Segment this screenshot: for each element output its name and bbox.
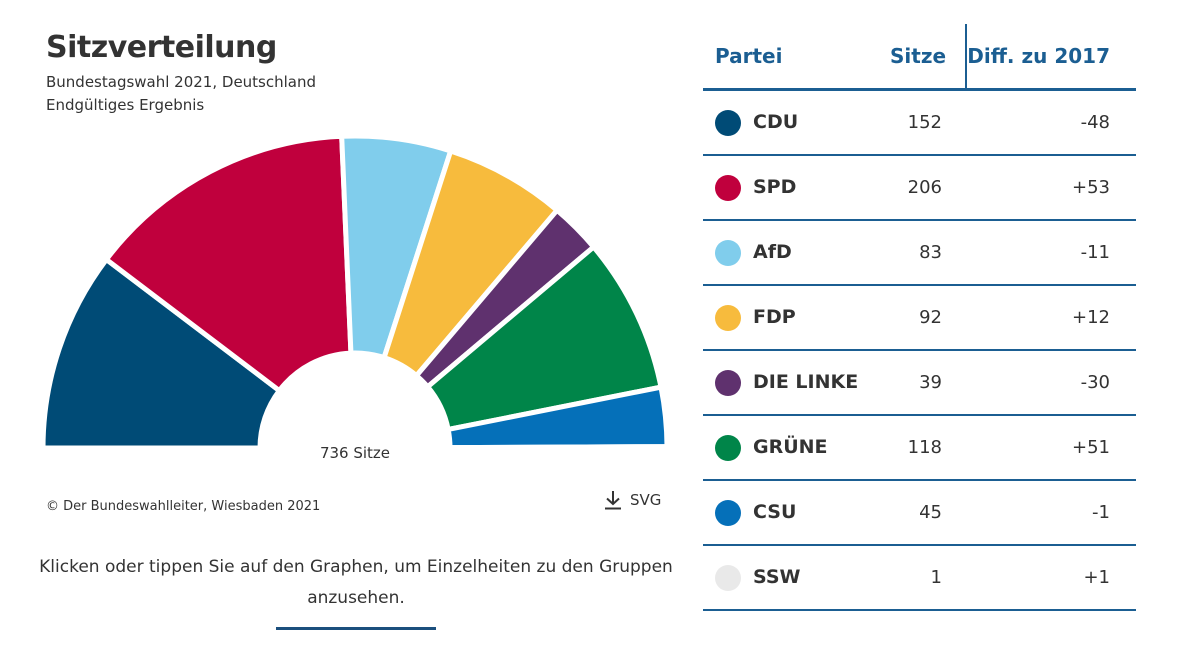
party-color-dot	[715, 500, 741, 526]
copyright-note: © Der Bundeswahlleiter, Wiesbaden 2021	[46, 499, 321, 514]
table-row[interactable]: CDU 152 -48	[703, 91, 1136, 156]
header-party[interactable]: Partei	[715, 44, 783, 68]
party-color-dot	[715, 240, 741, 266]
party-diff: +12	[1072, 307, 1110, 328]
seat-segment-ssw[interactable]	[447, 444, 670, 451]
table-row[interactable]: CSU 45 -1	[703, 481, 1136, 546]
party-color-dot	[715, 370, 741, 396]
header-diff[interactable]: Diff. zu 2017	[967, 44, 1110, 68]
party-seats: 39	[919, 372, 942, 393]
header-divider	[965, 24, 967, 88]
party-color-dot	[715, 305, 741, 331]
seat-segment-cdu[interactable]	[40, 255, 283, 451]
svg-download-label: SVG	[630, 491, 662, 509]
party-color-dot	[715, 110, 741, 136]
party-name: DIE LINKE	[753, 371, 859, 393]
party-seats: 45	[919, 502, 942, 523]
party-diff: -30	[1080, 372, 1110, 393]
party-diff: -1	[1092, 502, 1110, 523]
header-seats[interactable]: Sitze	[890, 44, 947, 68]
table-row[interactable]: SPD 206 +53	[703, 156, 1136, 221]
party-name: GRÜNE	[753, 436, 828, 458]
party-seats: 206	[907, 177, 942, 198]
table-row[interactable]: GRÜNE 118 +51	[703, 416, 1136, 481]
total-seats-label: 736 Sitze	[319, 444, 391, 462]
party-diff: +1	[1083, 567, 1110, 588]
party-seats: 83	[919, 242, 942, 263]
seat-table: Partei Sitze Diff. zu 2017 CDU 152 -48 SPD 2…	[703, 24, 1136, 611]
party-name: CDU	[753, 111, 799, 133]
seat-segment-spd[interactable]	[102, 133, 354, 395]
party-seats: 1	[930, 567, 942, 588]
party-color-dot	[715, 435, 741, 461]
party-seats: 118	[907, 437, 942, 458]
party-color-dot	[715, 565, 741, 591]
download-icon	[604, 490, 622, 510]
party-diff: -11	[1080, 242, 1110, 263]
party-name: CSU	[753, 501, 797, 523]
party-diff: +53	[1072, 177, 1110, 198]
table-row[interactable]: FDP 92 +12	[703, 286, 1136, 351]
party-name: SPD	[753, 176, 797, 198]
chart-title: Sitzverteilung	[46, 30, 277, 65]
party-seats: 92	[919, 307, 942, 328]
party-color-dot	[715, 175, 741, 201]
interaction-hint: Klicken oder tippen Sie auf den Graphen,…	[39, 557, 673, 608]
party-seats: 152	[907, 112, 942, 133]
party-diff: -48	[1080, 112, 1110, 133]
seat-segment-gr-ne[interactable]	[424, 243, 664, 433]
hint-divider	[276, 627, 436, 630]
table-row[interactable]: DIE LINKE 39 -30	[703, 351, 1136, 416]
table-body: CDU 152 -48 SPD 206 +53 AfD 83 -11 FDP 92 +12 DIE LI…	[703, 91, 1136, 611]
table-row[interactable]: SSW 1 +1	[703, 546, 1136, 611]
chart-subtitle: Bundestagswahl 2021, Deutschland	[46, 73, 317, 91]
party-name: SSW	[753, 566, 801, 588]
table-row[interactable]: AfD 83 -11	[703, 221, 1136, 286]
chart-result-status: Endgültiges Ergebnis	[46, 96, 205, 114]
party-diff: +51	[1072, 437, 1110, 458]
party-name: AfD	[753, 241, 792, 263]
table-header: Partei Sitze Diff. zu 2017	[703, 24, 1136, 91]
svg-download-button[interactable]: SVG	[604, 490, 661, 510]
party-name: FDP	[753, 306, 796, 328]
seat-distribution-chart[interactable]	[0, 120, 720, 460]
